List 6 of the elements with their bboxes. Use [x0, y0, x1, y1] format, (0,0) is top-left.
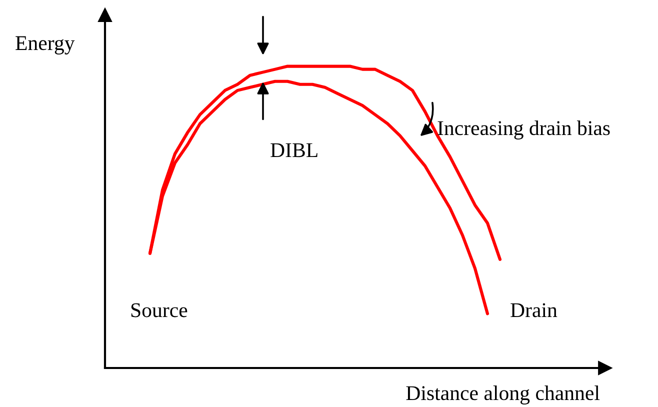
x-axis-title: Distance along channel: [406, 386, 600, 404]
y-axis-title: Energy: [16, 36, 75, 54]
annotation: DIBL: [270, 143, 318, 158]
annotation: Increasing drain bias: [438, 120, 610, 140]
text: Drain: [510, 303, 558, 318]
annotation: Source: [131, 303, 188, 318]
